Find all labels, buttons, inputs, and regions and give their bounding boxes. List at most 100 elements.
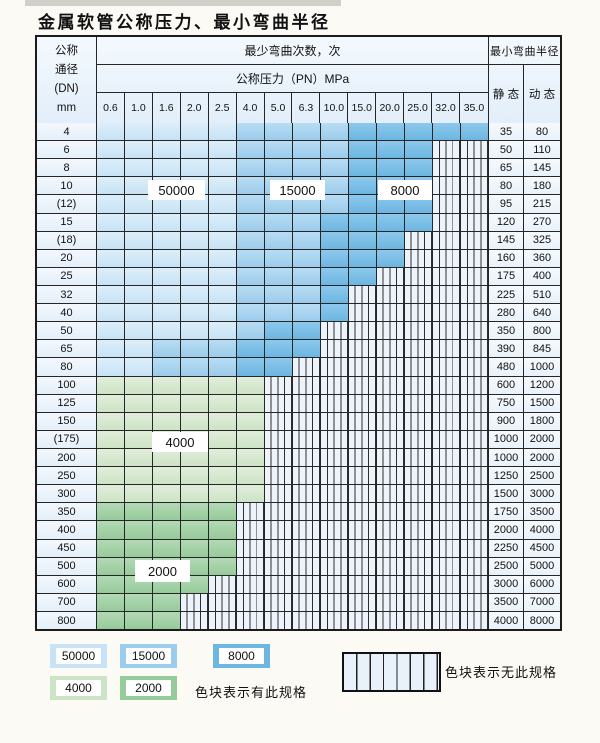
cell-spec-50000	[97, 340, 125, 358]
cell-spec-2000	[209, 539, 237, 557]
cell-no-spec	[433, 503, 461, 521]
legend-swatch-label: 4000	[56, 680, 101, 696]
cell-spec-2000	[97, 611, 125, 630]
cell-no-spec	[461, 539, 489, 557]
cell-no-spec	[377, 539, 405, 557]
cell-no-spec	[461, 412, 489, 430]
cell-spec-4000	[237, 430, 265, 448]
cell-spec-4000	[181, 394, 209, 412]
dynamic-radius-value: 1000	[524, 358, 560, 376]
table-row: 50 350 800	[37, 322, 560, 341]
cell-spec-15000	[265, 285, 293, 304]
cell-spec-4000	[209, 467, 237, 485]
table-row: 450 2250 4500	[37, 539, 560, 558]
dn-label: 500	[37, 557, 97, 575]
cell-spec-2000	[181, 521, 209, 539]
cell-no-spec	[433, 141, 461, 159]
cell-no-spec	[405, 539, 433, 557]
cell-no-spec	[433, 231, 461, 249]
dynamic-radius-value: 145	[524, 159, 560, 177]
static-radius-value: 2000	[489, 521, 524, 539]
cell-no-spec	[293, 575, 321, 593]
cell-no-spec	[321, 611, 349, 630]
cell-no-spec	[237, 503, 265, 521]
cell-no-spec	[293, 485, 321, 503]
cell-spec-4000	[181, 448, 209, 467]
cell-spec-4000	[181, 485, 209, 503]
cell-spec-8000	[293, 340, 321, 358]
cell-no-spec	[405, 557, 433, 575]
static-radius-value: 50	[489, 141, 524, 159]
cell-no-spec	[405, 430, 433, 448]
pressure-header-cell: 4.0	[237, 93, 265, 123]
cell-no-spec	[349, 430, 377, 448]
cell-no-spec	[461, 267, 489, 285]
cell-no-spec	[405, 358, 433, 376]
cell-no-spec	[349, 448, 377, 467]
cell-no-spec	[433, 557, 461, 575]
pressure-header-cell: 15.0	[348, 93, 377, 123]
cell-spec-50000	[181, 123, 209, 141]
table-header: 公称 通径 (DN) mm 最少弯曲次数，次 公称压力（PN）MPa 0.6 1.…	[37, 37, 560, 123]
cell-spec-50000	[181, 267, 209, 285]
static-radius-value: 1750	[489, 503, 524, 521]
cell-spec-50000	[97, 231, 125, 249]
cell-spec-4000	[153, 412, 181, 430]
cell-spec-15000	[265, 123, 293, 141]
cell-no-spec	[377, 430, 405, 448]
cell-no-spec	[461, 575, 489, 593]
cell-spec-4000	[237, 394, 265, 412]
cell-no-spec	[181, 611, 209, 630]
cell-no-spec	[405, 412, 433, 430]
dn-label: 20	[37, 249, 97, 267]
dn-header-line: 通径	[55, 64, 78, 77]
table-row: 700 3500 7000	[37, 593, 560, 612]
cell-no-spec	[405, 231, 433, 249]
pressure-header-cell: 35.0	[463, 102, 485, 114]
cell-spec-2000	[209, 503, 237, 521]
dynamic-radius-value: 8000	[524, 611, 560, 630]
cell-spec-2000	[153, 503, 181, 521]
cell-no-spec	[405, 593, 433, 611]
static-radius-value: 3000	[489, 575, 524, 593]
cell-spec-4000	[153, 467, 181, 485]
cell-no-spec	[405, 304, 433, 322]
cell-no-spec	[461, 249, 489, 267]
cell-spec-8000	[405, 159, 433, 177]
dynamic-radius-value: 7000	[524, 593, 560, 611]
cell-spec-4000	[209, 412, 237, 430]
cell-no-spec	[433, 358, 461, 376]
cell-no-spec	[461, 285, 489, 304]
cell-spec-15000	[293, 231, 321, 249]
cell-spec-15000	[153, 358, 181, 376]
cell-spec-50000	[153, 141, 181, 159]
page-title: 金属软管公称压力、最小弯曲半径	[38, 13, 331, 33]
static-radius-value: 1000	[489, 448, 524, 467]
cell-spec-15000	[237, 322, 265, 340]
dn-label: 4	[37, 123, 97, 141]
cell-no-spec	[377, 285, 405, 304]
cell-no-spec	[293, 430, 321, 448]
cell-spec-50000	[153, 159, 181, 177]
cell-spec-8000	[265, 340, 293, 358]
legend-swatch-8000: 8000	[213, 644, 270, 668]
legend-swatch-label: 2000	[126, 680, 171, 696]
cell-spec-2000	[125, 539, 153, 557]
cell-spec-2000	[97, 503, 125, 521]
cell-spec-8000	[265, 322, 293, 340]
cell-spec-15000	[153, 340, 181, 358]
cell-spec-50000	[153, 285, 181, 304]
static-radius-value: 600	[489, 376, 524, 394]
cell-no-spec	[433, 159, 461, 177]
table-row: 125 750 1500	[37, 394, 560, 413]
cell-no-spec	[321, 394, 349, 412]
static-radius-value: 2500	[489, 557, 524, 575]
cell-spec-15000	[237, 213, 265, 231]
cell-spec-2000	[209, 521, 237, 539]
cell-no-spec	[377, 521, 405, 539]
cell-spec-50000	[125, 285, 153, 304]
pressure-header-cell: 1.6	[153, 93, 181, 123]
dn-label: 700	[37, 593, 97, 611]
legend-swatch-label: 8000	[219, 648, 264, 664]
dynamic-radius-value: 1800	[524, 412, 560, 430]
